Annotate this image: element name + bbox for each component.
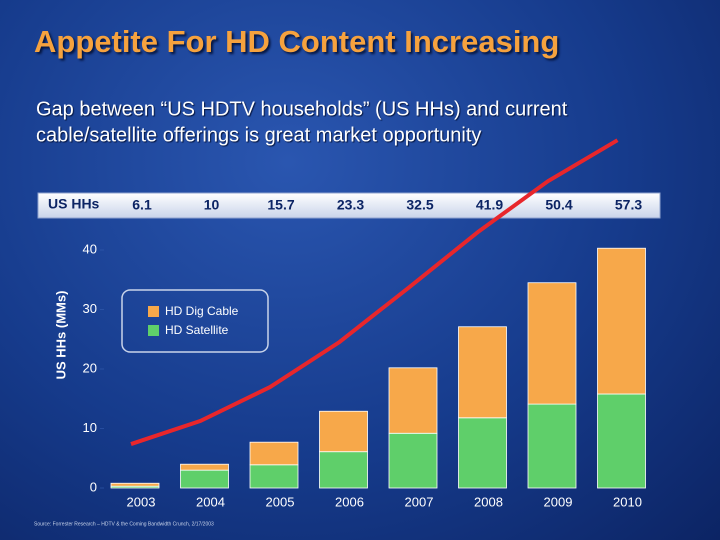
y-axis-label: US HHs (MMs): [53, 291, 68, 380]
bar-segment: [458, 326, 507, 419]
slide-title: Appetite For HD Content Increasing: [34, 24, 559, 59]
table-value: 41.9: [476, 197, 503, 213]
bar-segment: [319, 451, 368, 489]
legend-label: HD Dig Cable: [165, 304, 239, 318]
x-tick-label: 2009: [544, 494, 573, 509]
bar-segment: [249, 464, 299, 489]
table-row-box: [37, 192, 661, 219]
y-tick-label: 0: [90, 479, 97, 494]
y-tick-label: 40: [83, 241, 97, 256]
bar-segment: [180, 463, 229, 471]
table-value: 15.7: [267, 197, 294, 213]
x-tick-label: 2003: [127, 494, 156, 509]
bar-segment: [319, 410, 368, 453]
bar-segment: [597, 247, 646, 395]
legend-swatch: [148, 306, 159, 317]
bar-segment: [180, 469, 229, 489]
y-tick-label: 10: [83, 420, 97, 435]
bar-segment: [388, 432, 438, 489]
x-tick-label: 2010: [613, 494, 642, 509]
table-value: 10: [204, 197, 220, 213]
legend-label: HD Satellite: [165, 323, 229, 337]
y-tick-label: 30: [83, 301, 97, 316]
x-tick-label: 2004: [196, 494, 225, 509]
subtitle-line: cable/satellite offerings is great marke…: [36, 124, 481, 146]
table-row-label: US HHs: [48, 196, 100, 212]
subtitle-line: Gap between “US HDTV households” (US HHs…: [36, 98, 568, 120]
bar-segment: [110, 482, 160, 487]
table-value: 32.5: [406, 197, 433, 213]
legend-swatch: [148, 325, 159, 336]
bar-segment: [458, 417, 507, 489]
x-tick-label: 2007: [405, 494, 434, 509]
table-value: 23.3: [337, 197, 364, 213]
table-value: 50.4: [545, 197, 572, 213]
table-value: 57.3: [615, 197, 642, 213]
source-note: Source: Forrester Research – HDTV & the …: [34, 521, 214, 527]
x-tick-label: 2008: [474, 494, 503, 509]
legend-box: [121, 289, 269, 353]
table-value: 6.1: [132, 197, 152, 213]
x-tick-label: 2005: [266, 494, 295, 509]
x-tick-label: 2006: [335, 494, 364, 509]
bar-segment: [249, 441, 299, 466]
bar-segment: [527, 282, 577, 405]
bar-segment: [527, 403, 577, 489]
bar-segment: [597, 393, 646, 489]
line-series: [130, 138, 619, 446]
bar-segment: [388, 367, 438, 434]
y-tick-label: 20: [83, 360, 97, 375]
